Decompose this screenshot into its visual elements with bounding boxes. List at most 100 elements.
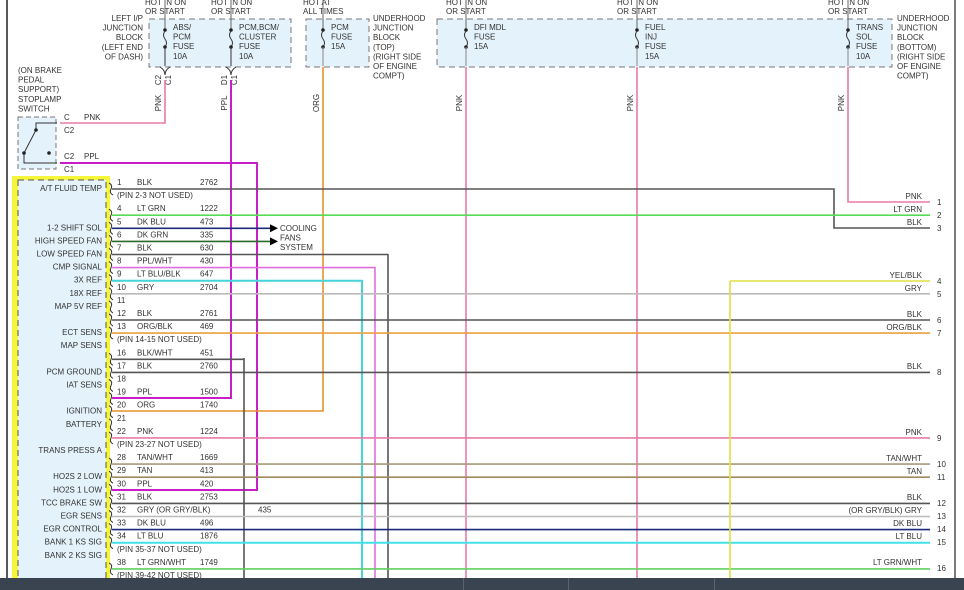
- fuse-icon: [464, 30, 468, 48]
- fuse-icon: [163, 30, 167, 48]
- pin-connector-icon: [108, 562, 114, 576]
- pin-connector-icon: [108, 287, 114, 301]
- pcm-function-label: IAT SENS: [66, 381, 102, 390]
- circuit-number: 1876: [200, 532, 218, 541]
- circuit-number: 2753: [200, 492, 218, 501]
- right-pin-number: 11: [937, 473, 946, 482]
- circuit-number: 2704: [200, 283, 218, 292]
- wire-color-label: GRY (OR GRY/BLK): [137, 506, 211, 515]
- fuse-label: ABS/: [173, 23, 192, 32]
- pcm-function-label: BANK 1 KS SIG: [45, 538, 102, 547]
- hot-label: HOT IN ON: [145, 0, 186, 7]
- block-label: JUNCTION: [897, 24, 938, 33]
- right-pin-number: 2: [937, 211, 942, 220]
- connector-label: C2: [154, 74, 163, 85]
- switch-label: STOPLAMP: [18, 95, 61, 104]
- hot-label: HOT IN ON: [446, 0, 487, 7]
- block-label: (LEFT END: [102, 43, 143, 52]
- connector-label: D1: [220, 74, 229, 85]
- wire-color-label: TAN: [137, 466, 153, 475]
- block-label: OF DASH): [105, 52, 144, 61]
- fuse-icon: [321, 30, 325, 48]
- pin-connector-icon: [108, 313, 114, 327]
- not-used-note: (PIN 39-42 NOT USED): [117, 571, 202, 580]
- pin-number: 10: [117, 283, 126, 292]
- fuse-label: PCM,BCM/: [239, 23, 280, 32]
- circuit-number: 1740: [200, 401, 218, 410]
- pin-connector-icon: [108, 326, 114, 340]
- pin-number: 32: [117, 506, 126, 515]
- pin-connector-icon: [108, 234, 114, 248]
- wire-pnk-stoplamp: [60, 80, 166, 124]
- pcm-function-label: PCM GROUND: [46, 367, 102, 376]
- block-label: LEFT I/P: [112, 14, 143, 23]
- pin-connector-icon: [108, 352, 114, 366]
- circuit-number: 1222: [200, 204, 218, 213]
- circuit-number: 420: [200, 479, 214, 488]
- pcm-function-label: ECT SENS: [62, 328, 102, 337]
- fuse-label: 15A: [474, 42, 489, 51]
- wire-pin-1: [112, 188, 930, 229]
- wire-color-label: DK GRN: [137, 230, 168, 239]
- wire-pin-16: [112, 358, 245, 578]
- pin-connector-icon: [108, 208, 114, 222]
- wire-color-label: PPL: [220, 95, 229, 111]
- pin-connector-icon: [108, 300, 114, 314]
- fuse-label: FUEL: [645, 23, 666, 32]
- block-label: BLOCK: [116, 33, 144, 42]
- switch-label: PEDAL: [18, 76, 45, 85]
- wire-color-label: ORG: [312, 94, 321, 112]
- circuit-number: 630: [200, 244, 214, 253]
- fuse-label: 15A: [645, 52, 660, 61]
- pin-number: 7: [117, 244, 122, 253]
- wire-color-label: TAN/WHT: [137, 453, 173, 462]
- fuse-label: CLUSTER: [239, 33, 277, 42]
- not-used-note: (PIN 23-27 NOT USED): [117, 440, 202, 449]
- circuit-number: 469: [200, 322, 214, 331]
- right-wire-label: BLK: [907, 362, 923, 371]
- pin-number: 5: [117, 217, 122, 226]
- switch-terminal: [34, 128, 38, 132]
- right-wire-label: BLK: [907, 310, 923, 319]
- block-label: BLOCK: [897, 33, 925, 42]
- right-pin-number: 7: [937, 329, 942, 338]
- pin-number: 4: [117, 204, 122, 213]
- wire-color-label: DK BLU: [137, 217, 166, 226]
- pin-connector-icon: [108, 392, 114, 406]
- right-pin-number: 10: [937, 460, 946, 469]
- pin-number: 30: [117, 479, 126, 488]
- wire-color-label: ORG/BLK: [137, 322, 173, 331]
- pcm-function-label: MAP 5V REF: [55, 302, 103, 311]
- fuse-terminal: [464, 28, 468, 32]
- wire-color-label: PPL: [84, 152, 100, 161]
- right-wire-label: TAN/WHT: [886, 454, 922, 463]
- pin-connector-icon: [108, 274, 114, 288]
- pcm-box: [17, 179, 107, 590]
- right-pin-number: 16: [937, 564, 946, 573]
- right-wire-label: YEL/BLK: [890, 271, 923, 280]
- pcm-function-label: A/T FLUID TEMP: [40, 184, 102, 193]
- right-wire-label: GRY: [905, 284, 923, 293]
- pin-connector-icon: [108, 248, 114, 261]
- pcm-function-label: EGR CONTROL: [43, 525, 102, 534]
- fuse-label: 10A: [173, 52, 188, 61]
- pin-number: 28: [117, 453, 126, 462]
- wire-color-label: LT BLU: [137, 532, 164, 541]
- pcm-function-label: 18X REF: [70, 289, 103, 298]
- fuse-label: DFI MDL: [474, 23, 507, 32]
- switch-terminal: [47, 151, 51, 155]
- block-label: JUNCTION: [373, 24, 414, 33]
- switch-pin-label: C2: [64, 152, 75, 161]
- circuit-number: 1749: [200, 558, 218, 567]
- circuit-number: 2761: [200, 309, 218, 318]
- pin-connector-icon: [108, 261, 114, 275]
- cooling-fans-label: COOLING: [280, 224, 317, 233]
- switch-label: SWITCH: [18, 104, 50, 113]
- pcm-function-label: LOW SPEED FAN: [37, 250, 103, 259]
- wire-color-label: LT GRN/WHT: [137, 558, 186, 567]
- switch-label: (ON BRAKE: [18, 66, 62, 75]
- circuit-number: 2760: [200, 361, 218, 370]
- left-ip-junction-block: [148, 18, 292, 68]
- pin-number: 21: [117, 414, 126, 423]
